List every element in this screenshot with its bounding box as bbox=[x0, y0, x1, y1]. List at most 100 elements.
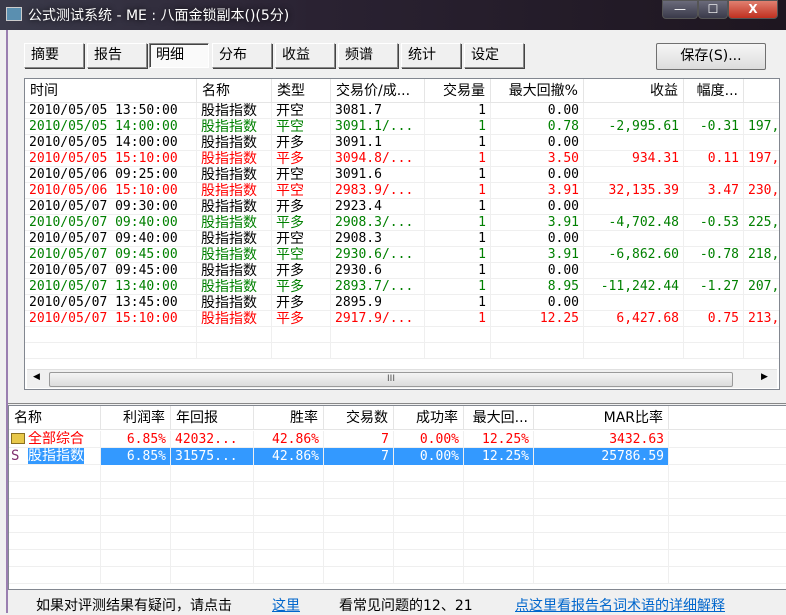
tab-4[interactable]: 收益 bbox=[275, 43, 335, 68]
table-row[interactable]: 2010/05/07 13:45:00 股指指数 开多 2895.9 1 0.00 bbox=[25, 295, 779, 311]
table-row[interactable]: 2010/05/07 13:40:00 股指指数 平多 2893.7/... 1 8.95… bbox=[25, 279, 779, 295]
column-header[interactable]: 交易量 bbox=[425, 79, 491, 103]
cell-name: 全部综合 bbox=[9, 431, 101, 448]
splitter[interactable] bbox=[8, 398, 786, 404]
cell-amp bbox=[684, 167, 744, 183]
cell-amp bbox=[684, 135, 744, 151]
empty-cell bbox=[101, 516, 171, 533]
glossary-link[interactable]: 点这里看报告名词术语的详细解释 bbox=[515, 598, 725, 614]
cell-time: 2010/05/05 13:50:00 bbox=[25, 103, 197, 119]
cell-time: 2010/05/05 14:00:00 bbox=[25, 135, 197, 151]
table-row[interactable]: 2010/05/07 09:40:00 股指指数 平多 2908.3/... 1 3.91… bbox=[25, 215, 779, 231]
close-button[interactable]: X bbox=[728, 0, 778, 19]
cell-qty: 1 bbox=[425, 311, 491, 327]
empty-row bbox=[25, 327, 779, 343]
scroll-left-icon[interactable]: ◀ bbox=[33, 372, 40, 382]
cell-profit_rate: 6.85% bbox=[101, 448, 171, 465]
column-header[interactable]: 交易数 bbox=[324, 406, 394, 430]
cell-dd: 12.25% bbox=[464, 431, 534, 448]
minimize-button[interactable]: — bbox=[662, 0, 698, 19]
empty-cell bbox=[101, 567, 171, 584]
table-row[interactable]: 2010/05/05 15:10:00 股指指数 平多 3094.8/... 1 3.50… bbox=[25, 151, 779, 167]
column-header[interactable]: 利润率 bbox=[101, 406, 171, 430]
cell-dd: 0.00 bbox=[491, 135, 584, 151]
column-header[interactable]: 时间 bbox=[25, 79, 197, 103]
maximize-button[interactable]: ☐ bbox=[698, 0, 728, 19]
cell-name: 股指指数 bbox=[197, 311, 272, 327]
table-row[interactable]: 2010/05/07 09:45:00 股指指数 平空 2930.6/... 1 3.91… bbox=[25, 247, 779, 263]
table-row[interactable]: 2010/05/05 13:50:00 股指指数 开空 3081.7 1 0.00 bbox=[25, 103, 779, 119]
cell-extra bbox=[744, 167, 779, 183]
table-row[interactable]: 2010/05/06 15:10:00 股指指数 平空 2983.9/... 1 3.91… bbox=[25, 183, 779, 199]
column-header[interactable]: 年回报 bbox=[171, 406, 254, 430]
tab-6[interactable]: 统计 bbox=[401, 43, 461, 68]
empty-cell bbox=[171, 550, 254, 567]
save-button[interactable]: 保存(S)... bbox=[656, 43, 766, 70]
cell-win: 42.86% bbox=[254, 448, 324, 465]
cell-qty: 1 bbox=[425, 183, 491, 199]
column-header[interactable]: 幅度... bbox=[684, 79, 744, 103]
summary-row[interactable]: S 股指指数 6.85% 31575... 42.86% 7 0.00% 12.25% 2578… bbox=[9, 448, 786, 465]
table-row[interactable]: 2010/05/05 14:00:00 股指指数 平空 3091.1/... 1 0.78… bbox=[25, 119, 779, 135]
column-header[interactable]: 最大回... bbox=[464, 406, 534, 430]
empty-cell bbox=[171, 516, 254, 533]
empty-cell bbox=[684, 343, 744, 359]
cell-name: 股指指数 bbox=[197, 231, 272, 247]
cell-qty: 1 bbox=[425, 231, 491, 247]
column-header[interactable]: MAR比率 bbox=[534, 406, 669, 430]
summary-row[interactable]: 全部综合 6.85% 42032... 42.86% 7 0.00% 12.25% 3432.… bbox=[9, 431, 786, 448]
cell-price: 2893.7/... bbox=[331, 279, 425, 295]
empty-cell bbox=[272, 343, 331, 359]
tab-5[interactable]: 频谱 bbox=[338, 43, 398, 68]
column-header[interactable]: 收益 bbox=[584, 79, 684, 103]
horizontal-scrollbar[interactable]: ◀ III ▶ bbox=[27, 369, 777, 388]
summary-name: 股指指数 bbox=[28, 448, 84, 464]
tab-3[interactable]: 分布 bbox=[212, 43, 272, 68]
tab-0[interactable]: 摘要 bbox=[24, 43, 84, 68]
cell-extra bbox=[744, 231, 779, 247]
cell-profit: 6,427.68 bbox=[584, 311, 684, 327]
cell-time: 2010/05/07 09:45:00 bbox=[25, 247, 197, 263]
column-header[interactable]: 名称 bbox=[9, 406, 101, 430]
cell-price: 2930.6 bbox=[331, 263, 425, 279]
scrollbar-thumb[interactable]: III bbox=[49, 372, 733, 387]
empty-cell bbox=[324, 533, 394, 550]
table-row[interactable]: 2010/05/05 14:00:00 股指指数 开多 3091.1 1 0.00 bbox=[25, 135, 779, 151]
cell-extra: 225, bbox=[744, 215, 779, 231]
cell-qty: 1 bbox=[425, 295, 491, 311]
column-header[interactable]: 最大回撤% bbox=[491, 79, 584, 103]
table-row[interactable]: 2010/05/07 09:40:00 股指指数 开空 2908.3 1 0.00 bbox=[25, 231, 779, 247]
tab-1[interactable]: 报告 bbox=[87, 43, 147, 68]
column-header[interactable]: 成功率 bbox=[394, 406, 464, 430]
tab-2[interactable]: 明细 bbox=[149, 43, 209, 68]
empty-cell bbox=[324, 567, 394, 584]
cell-name: S 股指指数 bbox=[9, 448, 101, 465]
empty-cell bbox=[464, 482, 534, 499]
empty-cell bbox=[584, 327, 684, 343]
column-header[interactable]: 胜率 bbox=[254, 406, 324, 430]
table-row[interactable]: 2010/05/07 09:30:00 股指指数 开多 2923.4 1 0.00 bbox=[25, 199, 779, 215]
cell-amp bbox=[684, 103, 744, 119]
cell-amp bbox=[684, 295, 744, 311]
faq-link[interactable]: 这里 bbox=[272, 598, 300, 614]
column-header-extra[interactable] bbox=[744, 79, 779, 103]
tab-7[interactable]: 设定 bbox=[464, 43, 524, 68]
cell-extra bbox=[744, 295, 779, 311]
cell-type: 开多 bbox=[272, 295, 331, 311]
trades-header: 时间 名称 类型 交易价/成... 交易量 最大回撤% 收益 幅度... bbox=[25, 79, 779, 103]
empty-cell bbox=[464, 465, 534, 482]
scroll-right-icon[interactable]: ▶ bbox=[761, 372, 768, 382]
table-row[interactable]: 2010/05/07 15:10:00 股指指数 平多 2917.9/... 1 12.2… bbox=[25, 311, 779, 327]
table-row[interactable]: 2010/05/06 09:25:00 股指指数 开空 3091.6 1 0.00 bbox=[25, 167, 779, 183]
empty-cell bbox=[171, 465, 254, 482]
empty-cell bbox=[254, 499, 324, 516]
column-header[interactable]: 名称 bbox=[197, 79, 272, 103]
empty-cell bbox=[171, 482, 254, 499]
empty-cell bbox=[534, 499, 669, 516]
table-row[interactable]: 2010/05/07 09:45:00 股指指数 开多 2930.6 1 0.00 bbox=[25, 263, 779, 279]
cell-time: 2010/05/06 15:10:00 bbox=[25, 183, 197, 199]
cell-profit: -6,862.60 bbox=[584, 247, 684, 263]
cell-extra bbox=[744, 199, 779, 215]
column-header[interactable]: 交易价/成... bbox=[331, 79, 425, 103]
column-header[interactable]: 类型 bbox=[272, 79, 331, 103]
